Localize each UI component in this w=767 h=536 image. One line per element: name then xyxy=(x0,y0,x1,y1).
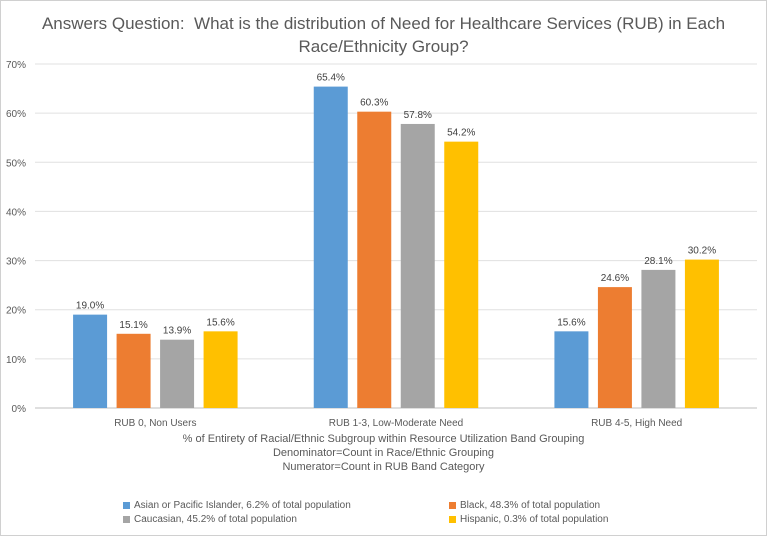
legend-label-caucasian: Caucasian, 45.2% of total population xyxy=(134,514,297,525)
legend-label-asian: Asian or Pacific Islander, 6.2% of total… xyxy=(134,500,351,511)
y-tick-label: 60% xyxy=(6,109,26,120)
bar xyxy=(554,331,589,408)
data-label: 65.4% xyxy=(317,73,345,84)
data-label: 30.2% xyxy=(688,246,716,257)
y-tick-label: 40% xyxy=(6,207,26,218)
bar xyxy=(73,314,108,408)
data-label: 60.3% xyxy=(360,98,388,109)
x-axis-title-line-2: Denominator=Count in Race/Ethnic Groupin… xyxy=(272,447,495,459)
legend-item-black: Black, 48.3% of total population xyxy=(449,500,600,511)
x-axis-title-line-1: % of Entirety of Racial/Ethnic Subgroup … xyxy=(182,433,585,445)
y-tick-label: 70% xyxy=(6,60,26,71)
legend-item-hispanic: Hispanic, 0.3% of total population xyxy=(449,514,608,525)
y-tick-label: 30% xyxy=(6,257,26,268)
data-label: 15.6% xyxy=(557,317,585,328)
bar xyxy=(203,331,238,408)
bar xyxy=(160,339,195,408)
legend-label-black: Black, 48.3% of total population xyxy=(460,500,601,511)
data-label: 15.1% xyxy=(119,320,147,331)
bar xyxy=(400,123,435,408)
y-tick-label: 0% xyxy=(12,404,27,415)
data-label: 15.6% xyxy=(206,317,234,328)
legend-swatch-black xyxy=(449,502,456,509)
data-label: 13.9% xyxy=(163,326,191,337)
bar xyxy=(313,86,348,408)
chart-title-line-1: Answers Question: What is the distributi… xyxy=(41,14,726,33)
bar xyxy=(684,259,719,408)
data-label: 19.0% xyxy=(76,301,104,312)
x-tick-label: RUB 1-3, Low-Moderate Need xyxy=(329,418,464,429)
data-label: 57.8% xyxy=(404,110,432,121)
legend-item-caucasian: Caucasian, 45.2% of total population xyxy=(123,514,297,525)
y-tick-label: 50% xyxy=(6,158,26,169)
data-label: 54.2% xyxy=(447,128,475,139)
bar xyxy=(641,269,676,408)
bar xyxy=(444,141,479,408)
chart-title: Answers Question: What is the distributi… xyxy=(0,12,767,58)
y-tick-label: 20% xyxy=(6,306,26,317)
bar xyxy=(116,333,151,408)
data-label: 24.6% xyxy=(601,273,629,284)
legend-swatch-caucasian xyxy=(123,516,130,523)
y-tick-label: 10% xyxy=(6,355,26,366)
x-tick-label: RUB 0, Non Users xyxy=(114,418,196,429)
x-axis-title-line-3: Numerator=Count in RUB Band Category xyxy=(282,461,485,473)
x-tick-label: RUB 4-5, High Need xyxy=(591,418,682,429)
legend-swatch-hispanic xyxy=(449,516,456,523)
bar xyxy=(597,287,632,408)
legend-swatch-asian xyxy=(123,502,130,509)
bar xyxy=(357,111,392,408)
chart-title-line-2: Race/Ethnicity Group? xyxy=(298,37,469,56)
legend-item-asian: Asian or Pacific Islander, 6.2% of total… xyxy=(123,500,351,511)
data-label: 28.1% xyxy=(644,256,672,267)
legend-label-hispanic: Hispanic, 0.3% of total population xyxy=(460,514,609,525)
